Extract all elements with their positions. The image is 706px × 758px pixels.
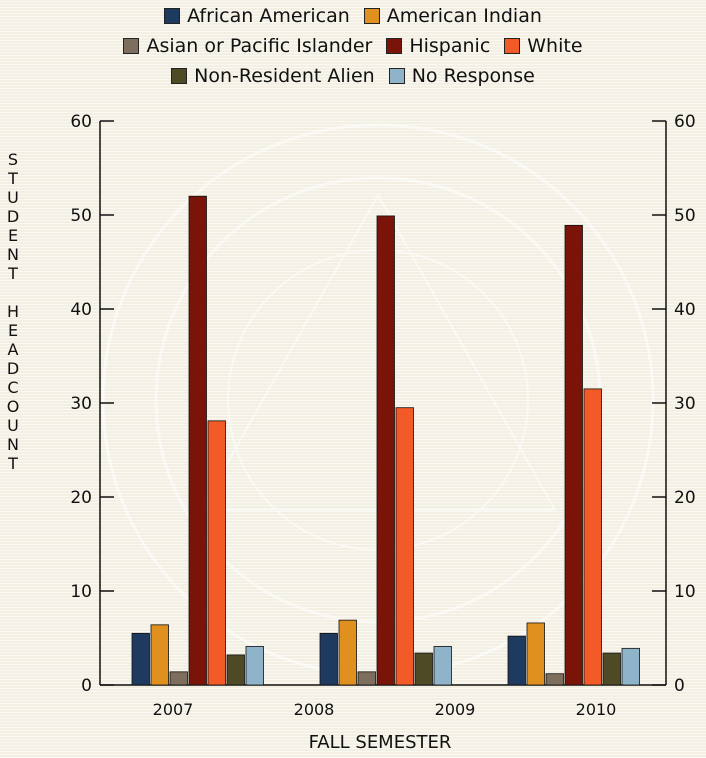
- y-axis-label-letter: H: [6, 302, 20, 321]
- y-axis-label-letter: N: [7, 245, 19, 264]
- y-tick-label: 30: [70, 394, 92, 414]
- legend-label: Asian or Pacific Islander: [146, 35, 373, 57]
- y-axis-label-letter: E: [7, 321, 19, 340]
- y-axis-label-letter: D: [6, 359, 20, 378]
- y-tick-label: 20: [674, 488, 696, 508]
- legend-swatch: [386, 38, 403, 54]
- bar: [583, 388, 602, 686]
- y-axis-label-letter: O: [6, 397, 20, 416]
- y-tick-label: 20: [70, 488, 92, 508]
- bar: [338, 619, 357, 686]
- bar: [131, 632, 150, 686]
- y-axis-label-letter: D: [6, 207, 20, 226]
- x-tick-label: 2007: [153, 700, 194, 719]
- y-axis-label-letter: U: [7, 416, 19, 435]
- bar: [602, 652, 621, 686]
- y-tick-label: 30: [674, 394, 696, 414]
- legend-item: No Response: [388, 62, 535, 90]
- y-tick-label: 50: [674, 206, 696, 226]
- bar: [564, 224, 583, 686]
- legend-row: African American American Indian: [0, 2, 706, 30]
- y-axis-label-letter: U: [7, 188, 19, 207]
- y-tick-label: 60: [674, 112, 696, 132]
- legend-row: Non-Resident Alien No Response: [0, 62, 706, 90]
- legend-swatch: [123, 38, 140, 54]
- y-tick-label: 10: [70, 582, 92, 602]
- legend-item: American Indian: [363, 2, 542, 30]
- legend-label: Hispanic: [409, 35, 491, 57]
- bar: [357, 671, 376, 686]
- y-tick-label: 40: [674, 300, 696, 320]
- legend-swatch: [363, 8, 380, 24]
- legend-label: Non-Resident Alien: [194, 65, 375, 87]
- bar: [188, 195, 207, 686]
- y-tick-label: 50: [70, 206, 92, 226]
- legend-swatch: [504, 38, 521, 54]
- y-tick-label: 60: [70, 112, 92, 132]
- bar: [226, 654, 245, 686]
- x-tick-label: 2010: [576, 700, 617, 719]
- bar: [507, 635, 526, 686]
- y-tick-label: 0: [674, 676, 685, 696]
- y-axis-label-letter: T: [8, 169, 18, 188]
- bar: [433, 646, 452, 686]
- y-tick-label: 10: [674, 582, 696, 602]
- legend-item: White: [504, 32, 583, 60]
- legend-swatch: [171, 68, 188, 84]
- bar: [621, 647, 640, 686]
- bar: [245, 646, 264, 686]
- y-tick-label: 0: [81, 676, 92, 696]
- bar: [207, 420, 226, 686]
- y-axis-label-letter: A: [7, 340, 19, 359]
- y-axis-label-letter: N: [7, 435, 19, 454]
- legend-label: White: [527, 35, 583, 57]
- legend-item: Non-Resident Alien: [171, 62, 375, 90]
- bar: [169, 671, 188, 686]
- bar: [376, 215, 395, 686]
- legend-swatch: [388, 68, 405, 84]
- y-axis-label-letter: S: [7, 150, 19, 169]
- bar: [526, 622, 545, 686]
- bar: [545, 673, 564, 686]
- chart-legend: African American American Indian Asian or …: [0, 2, 706, 90]
- y-tick-label: 40: [70, 300, 92, 320]
- legend-item: African American: [164, 2, 350, 30]
- bar: [319, 632, 338, 686]
- y-axis-label-letter: T: [8, 454, 18, 473]
- legend-swatch: [164, 8, 181, 24]
- legend-label: No Response: [411, 65, 535, 87]
- x-tick-label: 2009: [435, 700, 476, 719]
- legend-item: Asian or Pacific Islander: [123, 32, 372, 60]
- legend-item: Hispanic: [386, 32, 490, 60]
- legend-label: American Indian: [386, 5, 542, 27]
- y-axis-label-letter: E: [7, 226, 19, 245]
- bar: [395, 407, 414, 686]
- bar: [150, 624, 169, 686]
- legend-row: Asian or Pacific Islander Hispanic White: [0, 32, 706, 60]
- bar: [414, 652, 433, 686]
- y-axis-label-letter: C: [7, 378, 19, 397]
- y-axis-label-letter: T: [8, 264, 18, 283]
- x-axis-label: FALL SEMESTER: [308, 732, 452, 753]
- legend-label: African American: [187, 5, 350, 27]
- x-tick-label: 2008: [294, 700, 335, 719]
